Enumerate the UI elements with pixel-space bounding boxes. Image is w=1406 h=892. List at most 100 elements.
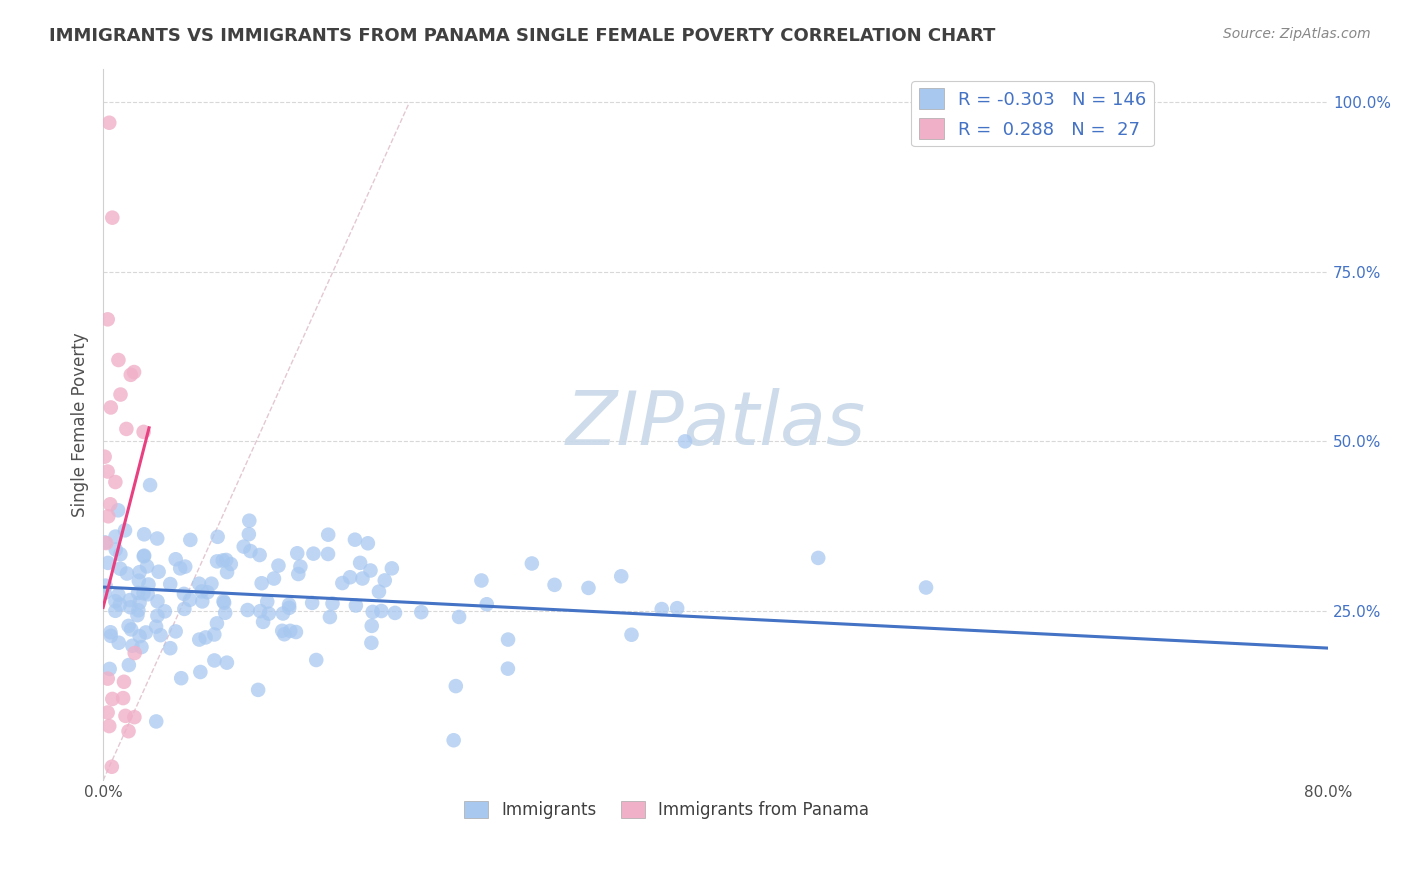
Point [146,594,169,608]
Point [215,553,238,567]
Point [94,579,117,593]
Point [368,584,391,599]
Point [202,627,225,641]
Point [107,588,129,602]
Point [673,434,696,449]
Point [188,665,211,679]
Point [98,662,121,676]
Point [145,620,167,634]
Point [97,672,120,686]
Point [496,662,519,676]
Point [108,562,131,576]
Point [305,653,328,667]
Point [173,602,195,616]
Point [107,353,129,368]
Point [278,598,301,612]
Point [93,586,115,600]
Point [104,594,127,608]
Point [128,565,150,579]
Point [179,533,201,547]
Point [107,503,129,517]
Point [124,710,146,724]
Point [174,559,197,574]
Point [117,724,139,739]
Point [236,603,259,617]
Point [205,616,228,631]
Point [128,629,150,643]
Point [146,608,169,623]
Point [136,559,159,574]
Point [520,557,543,571]
Point [96,536,118,550]
Point [112,691,135,706]
Point [319,610,342,624]
Point [120,623,142,637]
Point [132,549,155,564]
Point [169,561,191,575]
Point [127,586,149,600]
Point [215,565,238,579]
Point [121,639,143,653]
Point [118,658,141,673]
Point [232,540,254,554]
Point [207,530,229,544]
Point [302,547,325,561]
Point [211,553,233,567]
Point [381,561,404,575]
Point [360,636,382,650]
Point [238,527,260,541]
Point [190,584,212,599]
Point [249,604,271,618]
Text: Source: ZipAtlas.com: Source: ZipAtlas.com [1223,27,1371,41]
Point [120,600,142,615]
Point [179,592,201,607]
Point [449,610,471,624]
Point [97,465,120,479]
Point [301,596,323,610]
Point [114,524,136,538]
Point [316,547,339,561]
Point [212,596,235,610]
Point [170,671,193,685]
Point [252,615,274,629]
Point [98,116,121,130]
Point [215,656,238,670]
Point [104,604,127,618]
Point [200,576,222,591]
Point [118,593,141,607]
Point [915,581,938,595]
Point [443,733,465,747]
Point [807,550,830,565]
Point [205,554,228,568]
Point [132,586,155,600]
Point [339,570,361,584]
Point [214,606,236,620]
Point [124,646,146,660]
Point [112,674,135,689]
Point [238,514,260,528]
Point [159,641,181,656]
Point [202,653,225,667]
Point [136,587,159,601]
Point [134,549,156,563]
Point [344,599,367,613]
Point [352,572,374,586]
Point [165,624,187,639]
Point [370,604,392,618]
Point [97,556,120,570]
Point [411,605,433,619]
Point [666,601,689,615]
Point [104,475,127,489]
Y-axis label: Single Female Poverty: Single Female Poverty [72,332,89,516]
Point [330,576,353,591]
Point [360,619,382,633]
Point [374,574,396,588]
Point [444,679,467,693]
Point [127,603,149,617]
Point [610,569,633,583]
Point [101,760,124,774]
Point [219,557,242,571]
Point [97,312,120,326]
Point [239,544,262,558]
Point [110,387,132,401]
